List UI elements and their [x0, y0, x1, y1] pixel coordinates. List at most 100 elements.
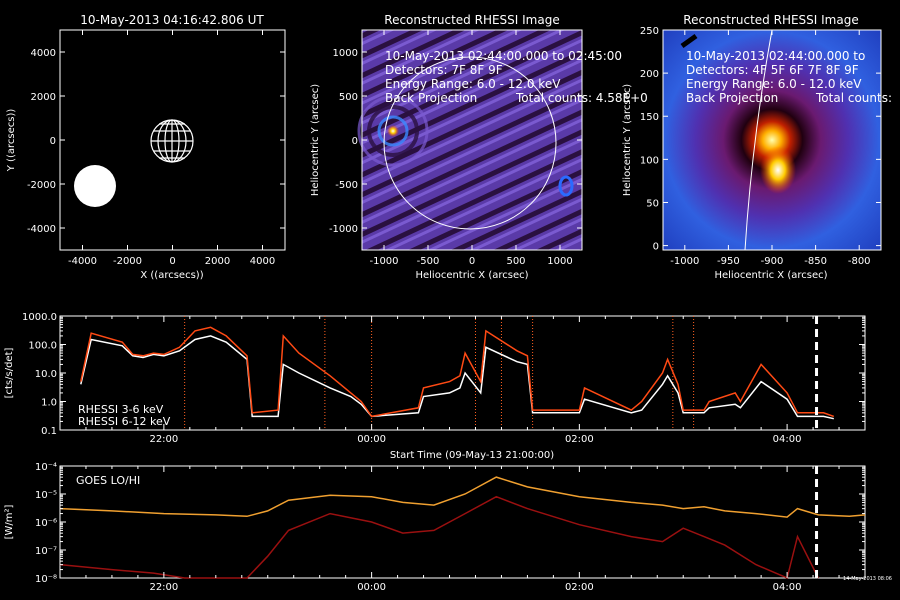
- goes-panel: 22:00 00:00 02:00 04:00 10⁻⁴ 10⁻⁵ 10⁻⁶ 10⁻⁷ 10⁻⁸…: [4, 462, 866, 593]
- y-tick-label: 10⁻⁵: [35, 490, 57, 501]
- y-tick-label: 1000: [333, 48, 358, 59]
- rhessi-full-y-tick-labels: 1000 500 0 -500 -1000: [329, 48, 582, 235]
- rhessi-zoom-title: Reconstructed RHESSI Image: [683, 13, 858, 27]
- rhessi-zoom-flare-source: [760, 146, 796, 194]
- x-tick-label: -1000: [670, 256, 699, 267]
- y-tick-label: 10⁻⁸: [35, 574, 57, 585]
- y-tick-label: 1.0: [41, 398, 57, 409]
- x-tick-label: -950: [717, 256, 740, 267]
- x-tick-label: -1000: [369, 256, 398, 267]
- goes-series: [59, 476, 866, 580]
- series-line-1: [80, 326, 835, 418]
- sun-y-tick-labels: 4000 2000 0 -2000 -4000: [27, 48, 285, 235]
- y-tick-label: 0.1: [41, 426, 57, 437]
- sun-panel-title: 10-May-2013 04:16:42.806 UT: [80, 13, 264, 27]
- solar-limb-circle: [383, 56, 557, 230]
- y-tick-label: 150: [640, 112, 659, 123]
- goes-frame: [59, 465, 866, 579]
- x-tick-label: 1000: [547, 256, 572, 267]
- rhessi-zoom-x-tick-labels: -1000 -950 -900 -850 -800: [670, 30, 871, 267]
- y-tick-label: 0: [352, 136, 358, 147]
- x-tick-label: 2000: [205, 256, 230, 267]
- rhessi-full-y-axis-label: Heliocentric Y (arcsec): [310, 84, 321, 196]
- flare-marker-lines: [184, 316, 695, 430]
- sun-panel: 10-May-2013 04:16:42.806 UT -4000 -2000 0 2…: [6, 13, 286, 281]
- rhessi-zoom-panel: Reconstructed RHESSI Image 10-May-2013 0…: [622, 13, 892, 281]
- zoom-limb-arc: [744, 29, 773, 251]
- x-tick-label: 22:00: [149, 434, 178, 445]
- x-tick-label: 00:00: [357, 582, 386, 593]
- series-line-1: [59, 495, 819, 580]
- y-tick-label: 1000.0: [22, 312, 57, 323]
- zoom-dark-streak: [680, 33, 698, 49]
- y-tick-label: 0: [50, 136, 56, 147]
- lightcurve-y-axis-label: [cts/s/det]: [4, 348, 15, 399]
- rhessi-full-panel: Reconstructed RHESSI Image 10-May-2013 0…: [310, 13, 648, 281]
- sun-globe-icon: [150, 119, 194, 163]
- goes-y-axis-label: [W/m²]: [4, 504, 15, 539]
- rhessi-full-info-text: 10-May-2013 02:44:00.000 to 02:45:00Dete…: [385, 49, 648, 105]
- y-tick-label: -4000: [27, 224, 56, 235]
- info-total-counts: Total counts: 4.58E+0: [515, 91, 648, 105]
- lightcurve-ticks: 22:00 00:00 02:00 04:00 1000.0 100.0 10.0 1.0 0.…: [22, 312, 865, 445]
- rhessi-full-artifacts: [357, 95, 574, 197]
- y-tick-label: 50: [646, 198, 659, 209]
- y-tick-label: 100: [640, 155, 659, 166]
- y-tick-label: 200: [640, 69, 659, 80]
- series-line-0: [59, 476, 866, 518]
- x-tick-label: 0: [169, 256, 175, 267]
- rhessi-full-x-tick-labels: -1000 -500 0 500 1000: [369, 30, 573, 267]
- x-tick-label: -4000: [68, 256, 97, 267]
- info-line: 10-May-2013 02:44:00.000 to 02:45:00: [385, 49, 622, 63]
- rhessi-zoom-x-axis-label: Heliocentric X (arcsec): [714, 270, 827, 281]
- y-tick-label: 0: [653, 242, 659, 253]
- info-line: Detectors: 7F 8F 9F: [385, 63, 503, 77]
- lightcurve-x-axis-label: Start Time (09-May-13 21:00:00): [390, 450, 554, 461]
- generation-stamp: 14-May-2013 08:06: [843, 576, 892, 582]
- rhessi-zoom-image: [663, 30, 881, 250]
- x-tick-label: 0: [469, 256, 475, 267]
- info-line: 10-May-2013 02:44:00.000 to: [686, 49, 865, 63]
- sun-y-axis-label: Y ((arcsecs)): [6, 109, 17, 173]
- rhessi-full-flare-source: [387, 125, 399, 137]
- rhessi-zoom-y-tick-labels: 250 200 150 100 50 0: [640, 26, 881, 253]
- y-tick-label: 10⁻⁷: [35, 546, 57, 557]
- x-tick-label: 04:00: [773, 582, 802, 593]
- x-tick-label: -900: [761, 256, 784, 267]
- legend-rhessi-low: RHESSI 3-6 keV: [78, 403, 164, 416]
- info-line: Detectors: 4F 5F 6F 7F 8F 9F: [686, 63, 859, 77]
- info-line: Energy Range: 6.0 - 12.0 keV: [385, 77, 561, 91]
- lightcurve-frame: [59, 315, 866, 431]
- y-tick-label: 100.0: [28, 341, 57, 352]
- x-tick-label: -850: [804, 256, 827, 267]
- y-tick-label: -1000: [329, 224, 358, 235]
- x-tick-label: 04:00: [773, 434, 802, 445]
- sun-x-axis-label: X ((arcsecs)): [140, 270, 203, 281]
- info-line: Back Projection: [686, 91, 778, 105]
- earth-disk: [74, 165, 116, 207]
- rhessi-full-image: [362, 30, 582, 250]
- y-tick-label: 10.0: [35, 369, 57, 380]
- x-tick-label: 00:00: [357, 434, 386, 445]
- info-line: Back Projection: [385, 91, 477, 105]
- x-tick-label: -800: [848, 256, 871, 267]
- x-tick-label: -2000: [113, 256, 142, 267]
- x-tick-label: 500: [506, 256, 525, 267]
- x-tick-label: 02:00: [565, 434, 594, 445]
- series-line-0: [80, 335, 834, 420]
- legend-rhessi-high: RHESSI 6-12 keV: [78, 415, 171, 428]
- info-total-counts: Total counts:: [815, 91, 892, 105]
- rhessi-full-x-axis-label: Heliocentric X (arcsec): [415, 270, 528, 281]
- x-tick-label: 22:00: [149, 582, 178, 593]
- y-tick-label: -2000: [27, 180, 56, 191]
- y-tick-label: 500: [339, 92, 358, 103]
- goes-ticks: 22:00 00:00 02:00 04:00 10⁻⁴ 10⁻⁵ 10⁻⁶ 10⁻⁷ 10⁻⁸: [35, 462, 865, 593]
- y-tick-label: 10⁻⁴: [35, 462, 57, 473]
- x-tick-label: 02:00: [565, 582, 594, 593]
- y-tick-label: -500: [335, 180, 358, 191]
- info-line: Energy Range: 6.0 - 12.0 keV: [686, 77, 862, 91]
- goes-legend: GOES LO/HI: [76, 474, 140, 487]
- x-tick-label: -500: [417, 256, 440, 267]
